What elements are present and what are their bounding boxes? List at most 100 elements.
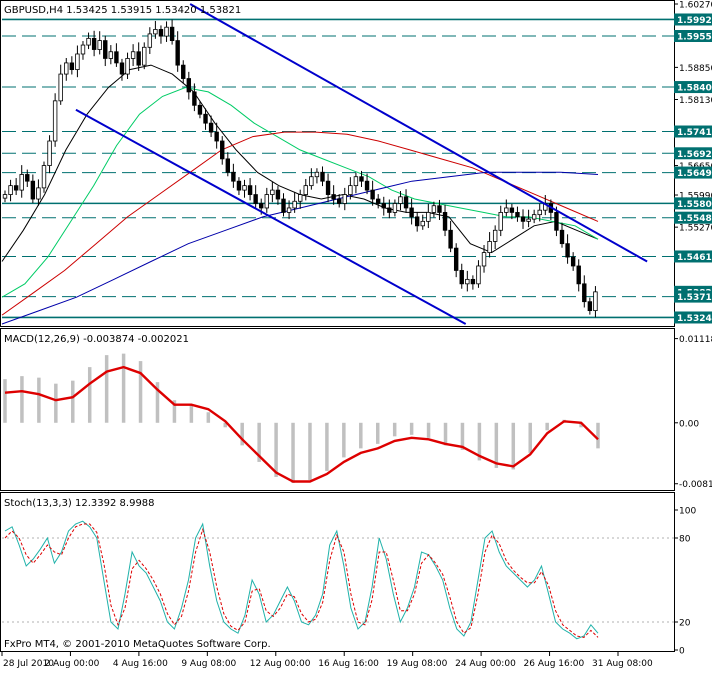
bear-candle xyxy=(559,229,565,245)
trend-line xyxy=(75,108,467,325)
bear-candle xyxy=(364,180,370,191)
bull-candle xyxy=(392,203,398,213)
bull-candle xyxy=(164,26,169,37)
price-tag-box xyxy=(674,290,712,303)
bull-candle xyxy=(537,209,542,216)
price-tick-label: 1.60270 xyxy=(679,1,712,11)
bear-candle xyxy=(169,26,175,41)
bull-candle xyxy=(108,51,114,59)
bear-candle xyxy=(459,270,464,285)
bull-candle xyxy=(492,229,498,242)
bull-candle xyxy=(476,265,481,285)
stoch-main-line xyxy=(4,520,599,640)
bull-candle xyxy=(314,171,320,178)
time-tick-label: 31 Aug 08:00 xyxy=(592,659,653,669)
bull-candle xyxy=(431,205,437,213)
price-tag-box xyxy=(674,197,712,210)
macd-tick-label: 0.00 xyxy=(679,419,699,429)
bear-candle xyxy=(582,283,587,303)
price-tick-label: 1.58130 xyxy=(679,96,712,106)
time-tick-label: 12 Aug 00:00 xyxy=(250,659,311,669)
bull-candle xyxy=(292,200,297,209)
price-tick-label: 1.55990 xyxy=(679,192,712,202)
bear-candle xyxy=(570,256,576,267)
bear-candle xyxy=(220,140,225,160)
bull-candle xyxy=(64,62,69,75)
bull-candle xyxy=(58,73,63,102)
time-tick-label: 24 Aug 00:00 xyxy=(455,659,516,669)
bear-candle xyxy=(509,207,515,213)
price-panel-frame xyxy=(0,0,675,327)
bull-candle xyxy=(353,176,359,187)
time-tick-label: 28 Jul 2010 xyxy=(3,659,54,669)
bear-candle xyxy=(259,203,264,209)
bull-candle xyxy=(398,196,403,204)
bear-candle xyxy=(208,122,214,133)
price-tag-box xyxy=(674,211,712,224)
time-tick-label: 9 Aug 08:00 xyxy=(181,659,236,669)
stoch-panel-frame xyxy=(0,492,675,652)
bear-candle xyxy=(587,301,593,312)
bull-candle xyxy=(420,220,425,227)
bear-candle xyxy=(181,64,186,79)
bull-candle xyxy=(8,185,13,195)
bear-candle xyxy=(136,51,141,66)
bear-candle xyxy=(186,78,192,93)
macd-signal-line xyxy=(4,365,599,483)
price-tag-box xyxy=(674,81,712,94)
bull-candle xyxy=(86,37,91,46)
bear-candle xyxy=(375,198,381,204)
bear-candle xyxy=(69,62,75,71)
macd-tick-label: 0.011188 xyxy=(679,335,712,345)
bear-candle xyxy=(331,194,336,200)
bull-candle xyxy=(75,53,80,71)
bear-candle xyxy=(236,180,242,191)
bull-candle xyxy=(130,51,136,59)
bear-candle xyxy=(214,131,219,142)
time-tick-label: 4 Aug 16:00 xyxy=(113,659,168,669)
time-tick-label: 16 Aug 16:00 xyxy=(318,659,379,669)
stoch-tick-label: 100 xyxy=(679,507,696,517)
bull-candle xyxy=(465,278,470,285)
bull-candle xyxy=(153,29,158,35)
bear-candle xyxy=(359,176,364,182)
trend-lines xyxy=(75,3,648,325)
bull-candle xyxy=(47,140,52,166)
bull-candle xyxy=(303,185,308,195)
bear-candle xyxy=(448,229,453,249)
price-tag-label: 1.58409 xyxy=(677,84,712,94)
trend-line xyxy=(189,3,648,263)
bear-candle xyxy=(437,205,442,213)
bull-candle xyxy=(80,44,86,55)
bull-candle xyxy=(147,33,153,48)
price-tag-box xyxy=(674,147,712,160)
bear-candle xyxy=(247,185,253,195)
bear-candle xyxy=(337,198,342,204)
bull-candle xyxy=(309,176,314,187)
bear-candle xyxy=(275,189,281,200)
time-tick-label: 26 Aug 16:00 xyxy=(524,659,585,669)
bear-candle xyxy=(403,196,409,209)
bull-candle xyxy=(286,207,292,213)
time-tick-label: 2 Aug 00:00 xyxy=(44,659,99,669)
bear-candle xyxy=(470,278,476,285)
bull-candle xyxy=(531,214,537,220)
bull-candle xyxy=(264,194,269,209)
stoch-title: Stoch(13,3,3) 12.3392 8.9988 xyxy=(4,498,155,509)
bear-candle xyxy=(225,158,231,173)
macd-panel-frame xyxy=(0,328,675,491)
price-tag-box xyxy=(674,30,712,42)
bear-candle xyxy=(103,40,108,59)
price-tag-box xyxy=(674,311,712,324)
price-tag-label: 1.53714 xyxy=(677,293,712,303)
bull-candle xyxy=(19,174,24,191)
bear-candle xyxy=(253,194,258,204)
price-tag-box xyxy=(674,166,712,179)
bull-candle xyxy=(348,185,353,195)
price-tag-box xyxy=(674,125,712,138)
stoch-tick-label: 80 xyxy=(679,535,691,545)
bear-candle xyxy=(453,247,459,271)
bear-candle xyxy=(370,189,375,200)
